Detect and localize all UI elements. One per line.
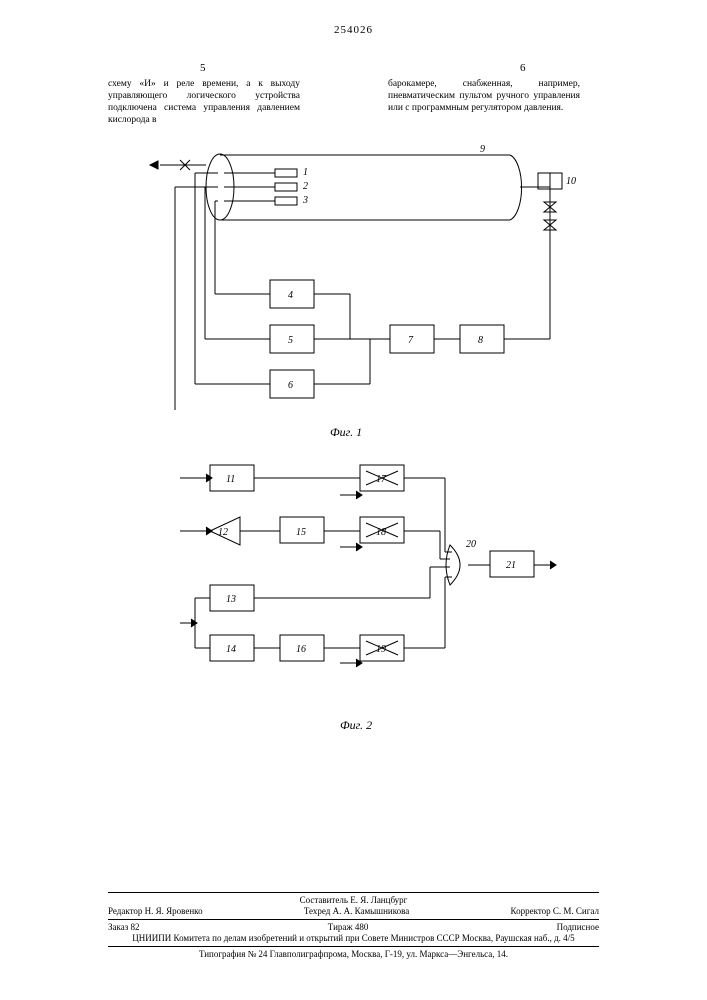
svg-text:15: 15: [296, 527, 306, 538]
footer-compiler: Составитель Е. Я. Ланцбург: [108, 895, 599, 906]
svg-text:7: 7: [408, 335, 414, 346]
footer-pod: Подписное: [557, 922, 599, 933]
figure-2-label: Фиг. 2: [340, 718, 372, 733]
footer-editor: Редактор Н. Я. Яровенко: [108, 906, 203, 917]
svg-text:2: 2: [303, 181, 308, 192]
svg-text:1: 1: [303, 167, 308, 178]
svg-text:6: 6: [288, 380, 293, 391]
body-text-left: схему «И» и реле времени, а к выходу упр…: [108, 78, 300, 126]
svg-text:9: 9: [480, 144, 485, 155]
svg-text:21: 21: [506, 560, 516, 571]
svg-text:10: 10: [566, 176, 576, 187]
figure-1: 1 2 3 9 10 4 5 6 7 8: [120, 140, 600, 430]
svg-text:3: 3: [302, 195, 308, 206]
svg-text:8: 8: [478, 335, 483, 346]
svg-text:18: 18: [376, 527, 386, 538]
footer-typ: Типография № 24 Главполиграфпрома, Москв…: [108, 949, 599, 960]
svg-text:11: 11: [226, 474, 235, 485]
footer-corrector: Корректор С. М. Сигал: [511, 906, 599, 917]
column-number-left: 5: [200, 62, 206, 74]
footer-org: ЦНИИПИ Комитета по делам изобретений и о…: [108, 933, 599, 944]
svg-text:20: 20: [466, 539, 476, 550]
svg-text:4: 4: [288, 290, 293, 301]
svg-text:12: 12: [218, 527, 228, 538]
figure-2: 11 12 13 14 15 16 17 18 19 20 21: [150, 455, 570, 735]
body-text-right: барокамере, снабженная, например, пневма…: [388, 78, 580, 114]
footer-tech: Техред А. А. Камышникова: [304, 906, 409, 917]
footer-order: Заказ 82: [108, 922, 140, 933]
svg-text:14: 14: [226, 644, 236, 655]
svg-text:5: 5: [288, 335, 293, 346]
figure-1-label: Фиг. 1: [330, 425, 362, 440]
column-number-right: 6: [520, 62, 526, 74]
svg-text:16: 16: [296, 644, 306, 655]
svg-text:19: 19: [376, 644, 386, 655]
svg-text:13: 13: [226, 594, 236, 605]
svg-text:17: 17: [376, 474, 387, 485]
footer: Составитель Е. Я. Ланцбург Редактор Н. Я…: [108, 890, 599, 960]
document-number: 254026: [0, 24, 707, 36]
footer-tiraz: Тираж 480: [328, 922, 369, 933]
